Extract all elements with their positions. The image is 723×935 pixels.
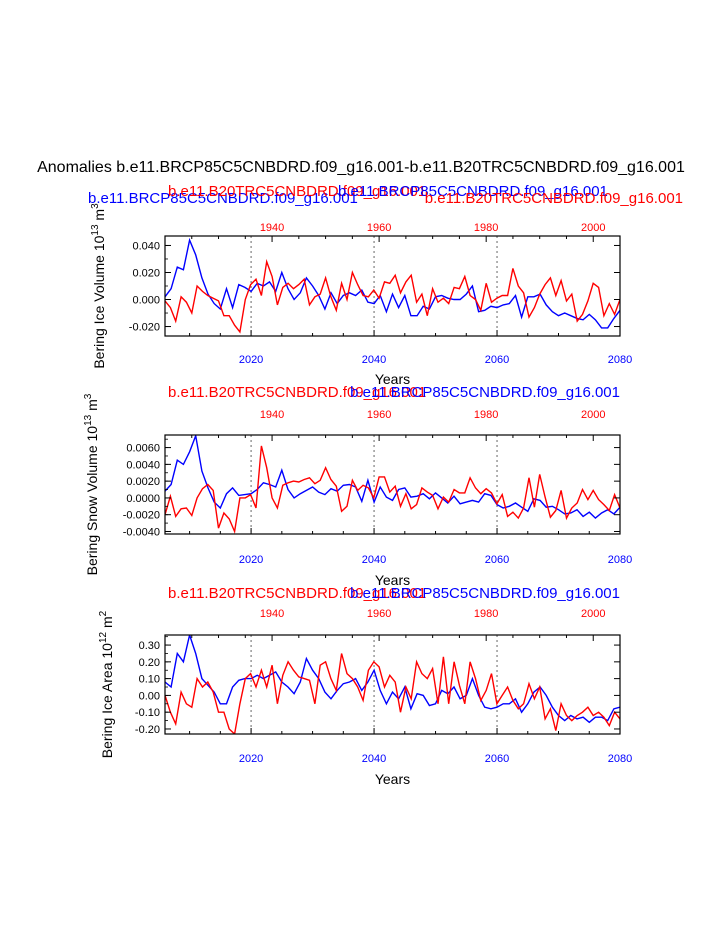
y-axis-label: Bering Ice Area 1012 m2 bbox=[98, 610, 115, 758]
y-tick-label: -0.020 bbox=[129, 322, 160, 334]
series-line-rcp85 bbox=[165, 635, 620, 724]
y-tick-label: 0.0020 bbox=[126, 476, 160, 488]
top-x-tick-label: 1980 bbox=[474, 222, 498, 234]
plot-frame bbox=[164, 434, 621, 535]
y-axis-label: Bering Ice Volume 1013 m3 bbox=[90, 203, 107, 369]
x-axis-label: Years bbox=[375, 371, 410, 387]
bottom-x-tick-label: 2080 bbox=[608, 554, 632, 566]
bottom-x-tick-label: 2020 bbox=[239, 753, 263, 765]
top-x-tick-label: 1960 bbox=[367, 608, 391, 620]
top-x-tick-label: 1980 bbox=[474, 608, 498, 620]
bottom-x-tick-label: 2040 bbox=[362, 354, 386, 366]
top-x-tick-label: 2000 bbox=[581, 409, 605, 421]
figure-title: Anomalies b.e11.BRCP85C5CNBDRD.f09_g16.0… bbox=[37, 159, 685, 176]
y-tick-label: 0.10 bbox=[139, 674, 160, 686]
panel-2: -0.0040 -0.0020 0.0000 0.0020 0.0040 0.0060 20… bbox=[83, 384, 632, 588]
top-x-tick-label: 1940 bbox=[260, 608, 284, 620]
y-tick-label: 0.0060 bbox=[126, 443, 160, 455]
top-x-tick-label: 1940 bbox=[260, 222, 284, 234]
y-tick-label: 0.20 bbox=[139, 657, 160, 669]
y-axis-label: Bering Snow Volume 1013 m3 bbox=[83, 393, 100, 575]
y-tick-label: 0.020 bbox=[132, 267, 160, 279]
series-line-rcp85 bbox=[165, 435, 620, 520]
y-tick-label: -0.10 bbox=[135, 707, 160, 719]
top-x-tick-label: 1980 bbox=[474, 409, 498, 421]
y-tick-label: -0.20 bbox=[135, 724, 160, 736]
y-tick-label: -0.0020 bbox=[123, 510, 160, 522]
y-tick-label: 0.040 bbox=[132, 240, 160, 252]
bottom-x-tick-label: 2060 bbox=[485, 753, 509, 765]
bottom-x-tick-label: 2040 bbox=[362, 554, 386, 566]
panel-3: -0.20 -0.10 0.00 0.10 0.20 0.30 2020 2040 2060 20… bbox=[98, 585, 632, 787]
y-tick-label: 0.00 bbox=[139, 690, 160, 702]
bottom-x-tick-label: 2080 bbox=[608, 354, 632, 366]
overlay-title: b.e11.BRCP85C5CNBDRD.f09_g16.001 bbox=[88, 190, 358, 207]
series-line-rcp85 bbox=[165, 237, 620, 329]
y-tick-label: -0.0040 bbox=[123, 526, 160, 538]
overlay-title: b.e11.BRCP85C5CNBDRD.f09_g16.001 bbox=[338, 183, 608, 200]
panel-1: -0.020 0.000 0.020 0.040 2020 2040 2060 2080 194… bbox=[88, 183, 683, 387]
x-axis-label: Years bbox=[375, 572, 410, 588]
x-axis-label: Years bbox=[375, 771, 410, 787]
top-x-tick-label: 1960 bbox=[367, 222, 391, 234]
plot-frame bbox=[164, 235, 621, 337]
series-line-historical bbox=[165, 445, 620, 534]
y-tick-label: 0.0000 bbox=[126, 493, 160, 505]
top-x-tick-label: 1960 bbox=[367, 409, 391, 421]
y-tick-label: 0.30 bbox=[139, 640, 160, 652]
y-tick-label: 0.0040 bbox=[126, 459, 160, 471]
overlay-title: b.e11.B20TRC5CNBDRD.f09_g16.001 bbox=[168, 183, 426, 200]
series-line-historical bbox=[165, 258, 620, 334]
y-tick-label: 0.000 bbox=[132, 295, 160, 307]
overlay-title: b.e11.B20TRC5CNBDRD.f09_g16.001 bbox=[425, 190, 683, 207]
series-line-historical bbox=[165, 653, 620, 734]
overlay-title: b.e11.BRCP85C5CNBDRD.f09_g16.001 bbox=[350, 585, 620, 602]
bottom-x-tick-label: 2020 bbox=[239, 554, 263, 566]
overlay-title: b.e11.B20TRC5CNBDRD.f09_g16.001 bbox=[168, 585, 426, 602]
top-x-tick-label: 2000 bbox=[581, 222, 605, 234]
top-x-tick-label: 1940 bbox=[260, 409, 284, 421]
bottom-x-tick-label: 2040 bbox=[362, 753, 386, 765]
top-x-tick-label: 2000 bbox=[581, 608, 605, 620]
bottom-x-tick-label: 2060 bbox=[485, 354, 509, 366]
bottom-x-tick-label: 2020 bbox=[239, 354, 263, 366]
plot-frame bbox=[164, 634, 621, 735]
overlay-title: b.e11.B20TRC5CNBDRD.f09_g16.001 bbox=[168, 384, 426, 401]
bottom-x-tick-label: 2080 bbox=[608, 753, 632, 765]
bottom-x-tick-label: 2060 bbox=[485, 554, 509, 566]
overlay-title: b.e11.BRCP85C5CNBDRD.f09_g16.001 bbox=[350, 384, 620, 401]
